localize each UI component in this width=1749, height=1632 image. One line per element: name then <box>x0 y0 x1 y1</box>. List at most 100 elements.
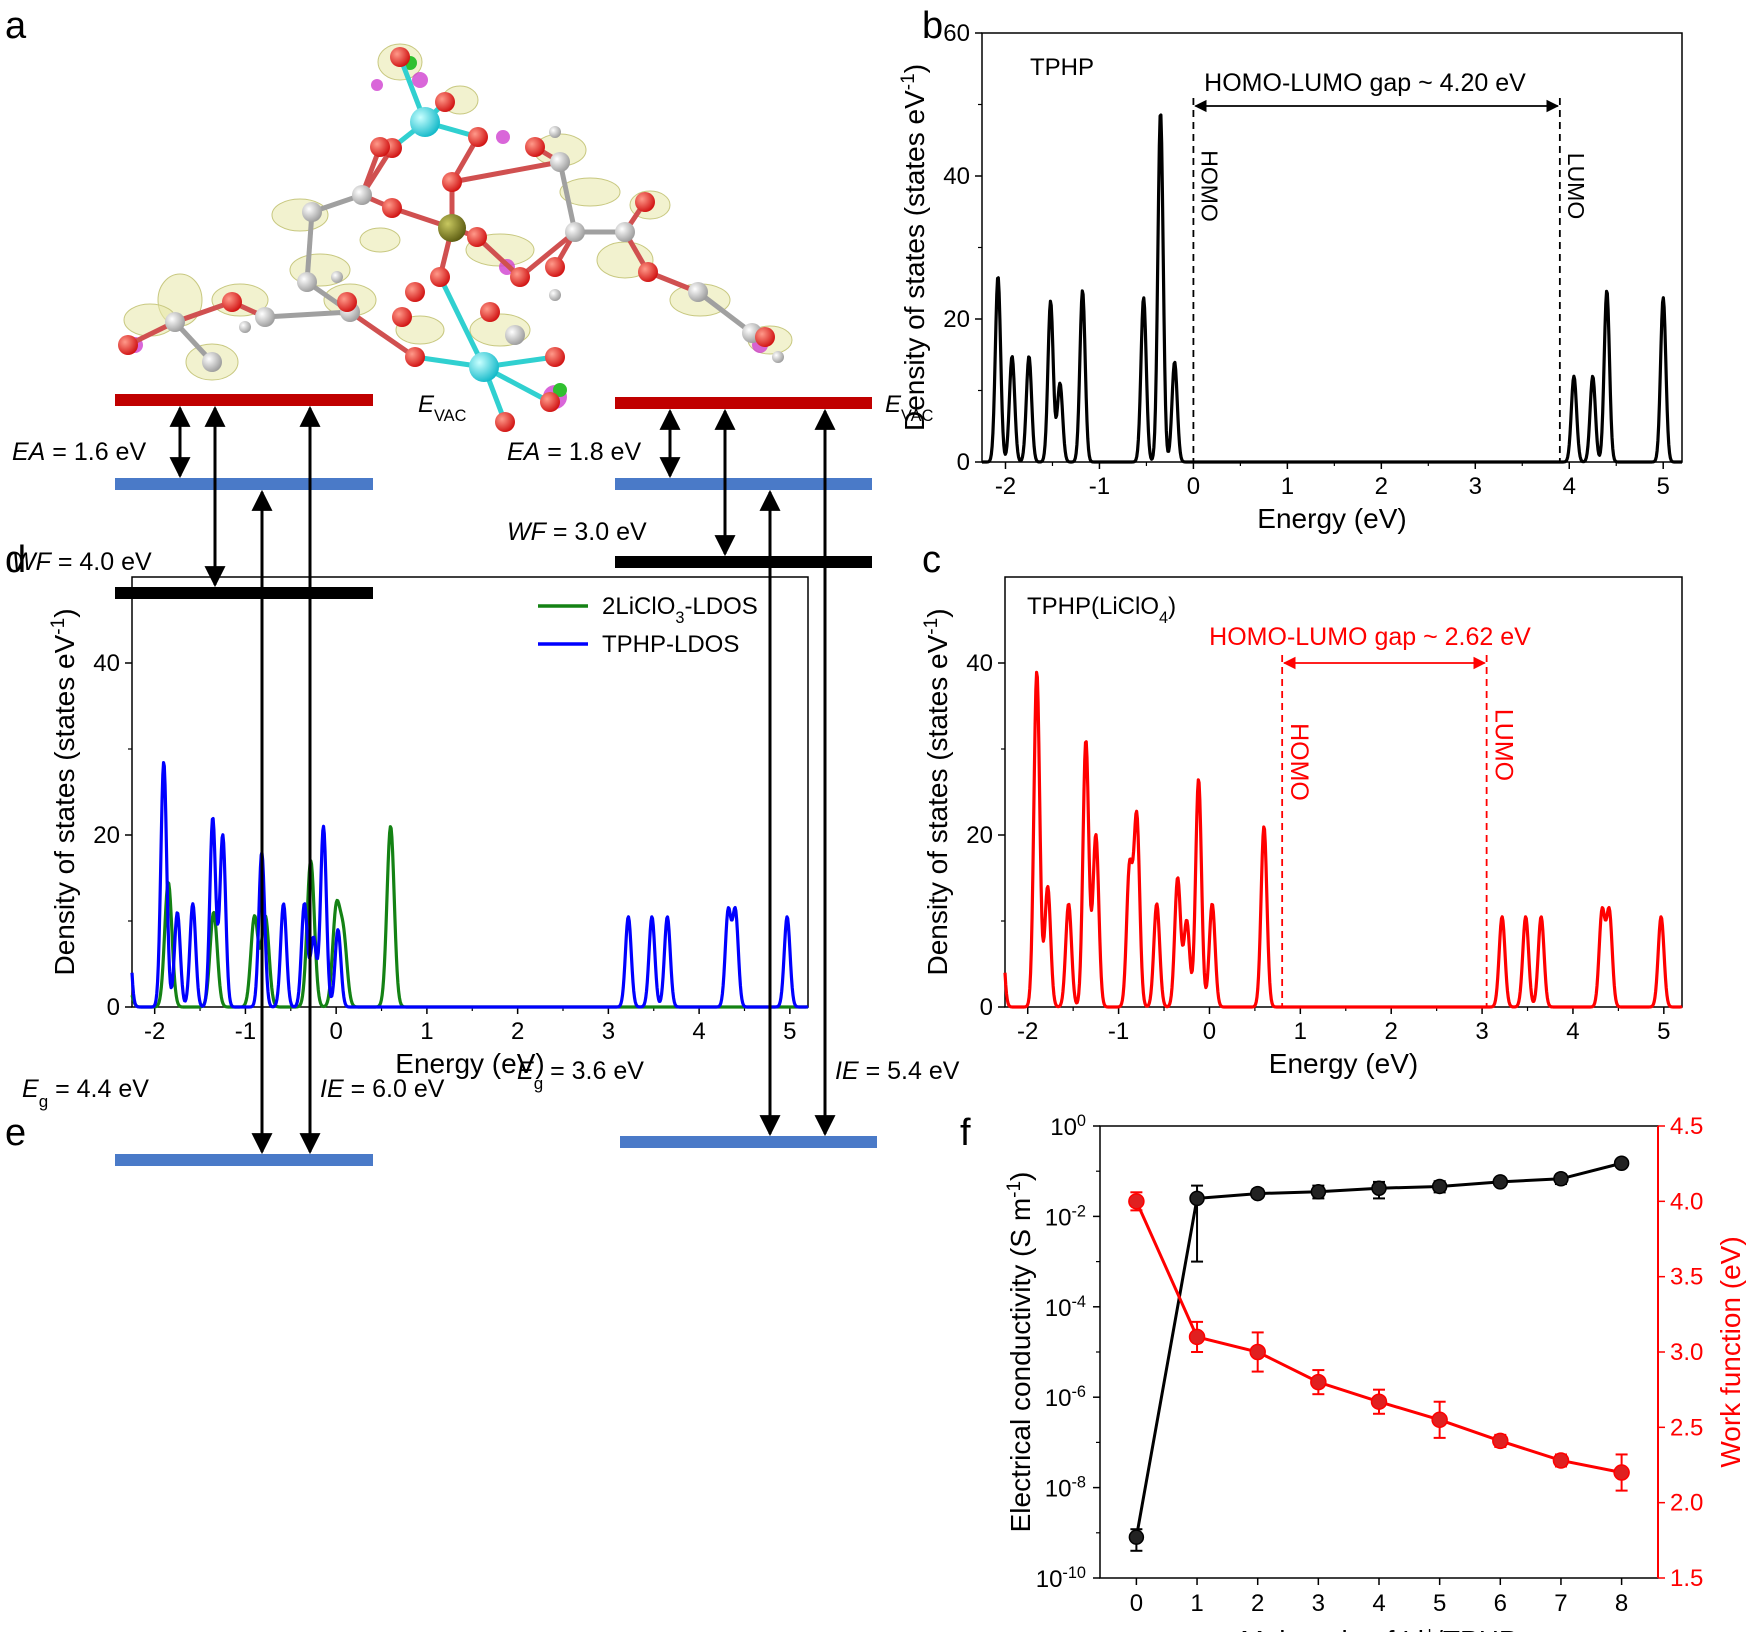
oxygen-atom <box>468 127 488 147</box>
oxygen-atom <box>510 267 530 287</box>
oxygen-atom <box>392 307 412 327</box>
bond <box>437 275 487 369</box>
x-tick-label: 1 <box>420 1018 433 1045</box>
workfunction-point <box>1128 1193 1145 1210</box>
y-tick-label: 40 <box>943 163 970 190</box>
x-tick-label: -1 <box>235 1018 256 1045</box>
conductivity-point <box>1492 1174 1509 1190</box>
y-axis-label: Density of states (states eV-1) <box>898 64 931 431</box>
x-tick-label: 5 <box>1433 1590 1446 1617</box>
molecular-structure-illustration <box>118 43 793 432</box>
conductivity-point <box>1431 1178 1448 1195</box>
y-right-tick-label: 4.5 <box>1670 1113 1703 1140</box>
x-tick-label: 1 <box>1190 1590 1203 1617</box>
ldos-chart: -2 -1 0 1 2 3 4 5 0 20 40 Energy (eV) Density of sta… <box>48 576 809 1079</box>
isosurface-chlorine-lobe <box>553 383 567 397</box>
x-tick-label: 3 <box>1312 1590 1325 1617</box>
y-right-tick-label: 4.0 <box>1670 1188 1703 1215</box>
evac-label: EVAC <box>418 391 467 425</box>
x-axis-label: Mole ratio of Li+/TPHP <box>1240 1624 1517 1632</box>
vacuum-level <box>115 394 373 406</box>
x-tick-label: 4 <box>1563 473 1576 500</box>
x-axis-label: Energy (eV) <box>1257 503 1406 534</box>
x-tick-label: 6 <box>1494 1590 1507 1617</box>
y-tick-label: 60 <box>943 20 970 47</box>
oxygen-atom <box>495 412 515 432</box>
workfunction-point <box>1613 1464 1630 1481</box>
oxygen-atom <box>222 292 242 312</box>
oxygen-atom <box>382 198 402 218</box>
x-tick-label: 0 <box>1187 473 1200 500</box>
x-tick-label: 8 <box>1615 1590 1628 1617</box>
lithium-atom <box>469 352 499 382</box>
y-tick-label: 20 <box>93 822 120 849</box>
workfunction-point <box>1431 1411 1448 1429</box>
oxygen-atom <box>635 192 655 212</box>
x-tick-label: 5 <box>1657 1018 1670 1045</box>
oxygen-atom <box>405 282 425 302</box>
dos-chart-tphp: -2 -1 0 1 2 3 4 5 0 20 40 60 Energy (eV) Density of s… <box>898 20 1683 534</box>
energy-diagram-2: EVAC EA = 1.8 eV WF = 3.0 eV Eg = 3.6 eV IE … <box>507 391 960 1148</box>
wf-label: WF = 3.0 eV <box>507 518 647 546</box>
x-tick-label: -1 <box>1108 1018 1129 1045</box>
x-tick-label: 5 <box>1657 473 1670 500</box>
x-tick-label: 3 <box>602 1018 615 1045</box>
energy-level-diagrams: EVAC EA = 1.6 eV WF = 4.0 eV Eg = 4.4 eV IE … <box>12 391 960 1166</box>
legend-label: 2LiClO3-LDOS <box>602 593 758 627</box>
x-tick-label: 7 <box>1554 1590 1567 1617</box>
gap-label: HOMO-LUMO gap ~ 2.62 eV <box>1209 623 1531 651</box>
energy-diagram-1: EVAC EA = 1.6 eV WF = 4.0 eV Eg = 4.4 eV IE … <box>12 391 467 1166</box>
carbon-atom <box>202 352 222 372</box>
y-tick-label: 40 <box>93 650 120 677</box>
eg-label: Eg = 4.4 eV <box>22 1075 149 1111</box>
x-tick-label: 5 <box>783 1018 796 1045</box>
workfunction-point <box>1492 1432 1509 1450</box>
x-tick-label: 2 <box>1385 1018 1398 1045</box>
y-left-tick-label: 10-4 <box>1045 1293 1086 1322</box>
oxygen-atom <box>480 302 500 322</box>
carbon-atom <box>352 185 372 205</box>
y-right-tick-label: 2.5 <box>1670 1414 1703 1441</box>
ie-label: IE = 6.0 eV <box>320 1075 445 1103</box>
bond <box>557 161 578 233</box>
y-axis-label: Density of states (states eV-1) <box>48 608 81 975</box>
x-tick-label: 4 <box>1372 1590 1385 1617</box>
oxygen-atom <box>638 262 658 282</box>
x-tick-label: 4 <box>1566 1018 1579 1045</box>
hydrogen-atom <box>772 351 784 363</box>
panel-letter-c: c <box>922 539 941 581</box>
oxygen-atom <box>405 347 425 367</box>
oxygen-atom <box>442 172 462 192</box>
x-axis-label: Energy (eV) <box>1269 1048 1418 1079</box>
y-tick-label: 20 <box>943 306 970 333</box>
x-tick-label: 3 <box>1469 473 1482 500</box>
dos-chart-tphp-liclo4: -2 -1 0 1 2 3 4 5 0 20 40 Energy (eV) Density of sta… <box>921 576 1683 1079</box>
y-axis-label: Density of states (states eV-1) <box>921 608 954 975</box>
legend-label: TPHP-LDOS <box>602 631 739 658</box>
bond <box>304 211 315 283</box>
chart-title: TPHP(LiClO4) <box>1027 593 1176 627</box>
lumo-level <box>115 478 373 490</box>
conductivity-point <box>1613 1155 1630 1171</box>
y-right-axis-label: Work function (eV) <box>1715 1236 1746 1467</box>
isosurface-lobe <box>559 177 621 207</box>
x-tick-label: 1 <box>1294 1018 1307 1045</box>
oxygen-atom <box>435 92 455 112</box>
vacuum-level <box>615 397 872 409</box>
carbon-atom <box>505 325 525 345</box>
lumo-label: LUMO <box>1563 153 1589 219</box>
hydrogen-atom <box>239 321 251 333</box>
ie-label: IE = 5.4 eV <box>835 1057 960 1085</box>
workfunction-point <box>1552 1452 1570 1469</box>
y-right-tick-label: 3.5 <box>1670 1264 1703 1291</box>
y-tick-label: 0 <box>107 994 120 1021</box>
oxygen-atom <box>525 137 545 157</box>
x-tick-label: 3 <box>1475 1018 1488 1045</box>
bond <box>518 230 577 279</box>
workfunction-point <box>1188 1328 1206 1346</box>
y-tick-label: 0 <box>980 994 993 1021</box>
x-tick-label: 0 <box>1203 1018 1216 1045</box>
bond <box>348 309 417 360</box>
x-tick-label: 4 <box>692 1018 705 1045</box>
y-left-tick-label: 10-10 <box>1036 1564 1086 1593</box>
